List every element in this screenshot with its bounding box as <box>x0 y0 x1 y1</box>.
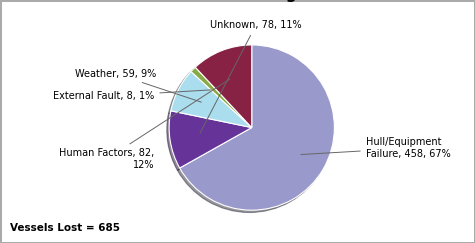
Wedge shape <box>180 45 334 210</box>
Text: Unknown, 78, 11%: Unknown, 78, 11% <box>200 20 302 133</box>
Text: Vessels Lost = 685: Vessels Lost = 685 <box>10 223 120 233</box>
Wedge shape <box>195 45 252 128</box>
Text: External Fault, 8, 1%: External Fault, 8, 1% <box>53 90 211 101</box>
Wedge shape <box>171 71 252 128</box>
Title: Causes Of F/V Flooding 1992 - 2007: Causes Of F/V Flooding 1992 - 2007 <box>99 0 404 2</box>
Text: Weather, 59, 9%: Weather, 59, 9% <box>76 69 201 102</box>
Text: Human Factors, 82,
12%: Human Factors, 82, 12% <box>59 79 230 170</box>
Wedge shape <box>191 67 252 128</box>
Wedge shape <box>169 111 252 168</box>
Text: Hull/Equipment
Failure, 458, 67%: Hull/Equipment Failure, 458, 67% <box>301 138 450 159</box>
